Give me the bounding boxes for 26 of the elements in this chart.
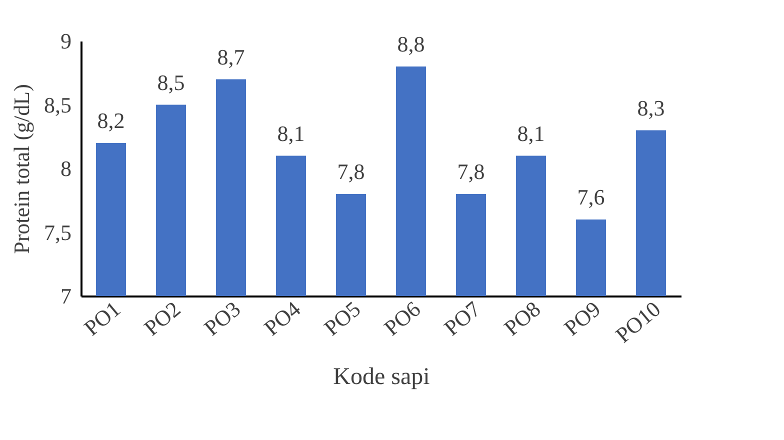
data-label: 7,6: [577, 184, 605, 210]
x-tick-label: PO7: [439, 296, 486, 340]
data-label: 8,1: [517, 120, 545, 146]
data-label: 8,2: [97, 108, 125, 133]
data-label: 8,8: [397, 32, 425, 56]
x-axis-title: Kode sapi: [333, 364, 430, 390]
data-label: 8,3: [637, 95, 665, 120]
y-axis-title: Protein total (g/dL): [9, 84, 34, 254]
x-tick-label: PO4: [259, 296, 306, 340]
y-tick-label: 9: [60, 28, 72, 54]
x-tick-label: PO5: [319, 296, 366, 340]
y-tick-label: 8,5: [44, 92, 72, 118]
y-tick-label: 7,5: [44, 220, 72, 245]
x-tick-label: PO9: [559, 296, 606, 340]
data-label: 8,1: [277, 120, 305, 146]
x-tick-label: PO1: [79, 296, 126, 340]
data-label: 7,8: [337, 159, 365, 184]
x-tick-label: PO2: [139, 296, 186, 340]
y-tick-label: 8: [60, 156, 72, 181]
data-label: 8,7: [217, 44, 245, 70]
x-tick-label: PO8: [499, 296, 546, 340]
y-tick-label: 7: [60, 284, 72, 308]
x-tick-label: PO6: [379, 296, 426, 340]
data-label: 7,8: [457, 159, 485, 184]
x-tick-label: PO3: [199, 296, 246, 340]
data-label: 8,5: [157, 70, 185, 95]
